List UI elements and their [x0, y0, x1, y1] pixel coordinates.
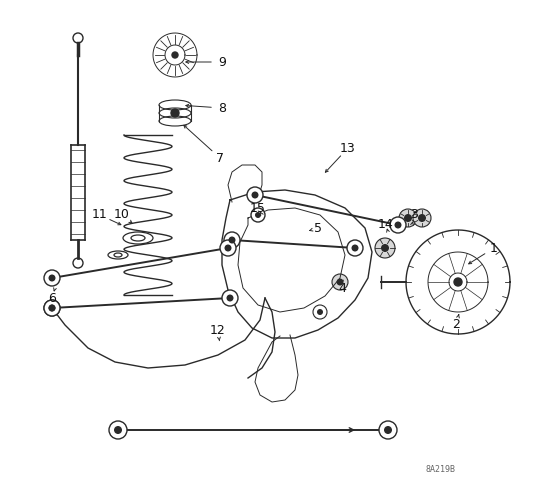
Circle shape	[399, 209, 417, 227]
Circle shape	[404, 214, 412, 222]
Circle shape	[332, 274, 348, 290]
Text: 3: 3	[410, 209, 418, 221]
Circle shape	[413, 209, 431, 227]
Circle shape	[44, 270, 60, 286]
Text: 15: 15	[250, 201, 266, 215]
Circle shape	[351, 245, 359, 251]
Circle shape	[220, 240, 236, 256]
Circle shape	[109, 421, 127, 439]
Text: 4: 4	[338, 281, 346, 295]
Circle shape	[44, 300, 60, 316]
Text: 11: 11	[92, 209, 108, 221]
Text: 13: 13	[340, 141, 356, 155]
Text: 10: 10	[114, 209, 130, 221]
Circle shape	[44, 300, 60, 316]
Text: 8A219B: 8A219B	[425, 465, 455, 474]
Circle shape	[381, 244, 389, 252]
Circle shape	[255, 212, 261, 218]
Circle shape	[227, 295, 234, 301]
Circle shape	[48, 304, 56, 311]
Text: 12: 12	[210, 324, 226, 336]
Text: 8: 8	[218, 102, 226, 114]
Circle shape	[418, 214, 426, 222]
Circle shape	[375, 238, 395, 258]
Circle shape	[317, 309, 323, 315]
Circle shape	[224, 245, 232, 251]
Text: 6: 6	[48, 292, 56, 304]
Circle shape	[337, 278, 344, 285]
Circle shape	[48, 304, 56, 311]
Circle shape	[247, 187, 263, 203]
Text: 2: 2	[452, 319, 460, 331]
Circle shape	[222, 290, 238, 306]
Text: 1: 1	[490, 242, 498, 254]
Circle shape	[224, 232, 240, 248]
Circle shape	[251, 208, 265, 222]
Circle shape	[228, 237, 235, 244]
Circle shape	[347, 240, 363, 256]
Circle shape	[114, 426, 122, 434]
Circle shape	[390, 217, 406, 233]
Circle shape	[379, 421, 397, 439]
Text: 7: 7	[216, 152, 224, 164]
Circle shape	[454, 278, 462, 286]
Circle shape	[394, 221, 402, 228]
Text: 5: 5	[314, 221, 322, 235]
Text: 14: 14	[378, 218, 394, 231]
Circle shape	[48, 274, 56, 281]
Circle shape	[384, 426, 392, 434]
Text: 9: 9	[218, 55, 226, 69]
Circle shape	[171, 109, 179, 117]
Circle shape	[251, 191, 258, 198]
Circle shape	[172, 52, 178, 58]
Circle shape	[313, 305, 327, 319]
